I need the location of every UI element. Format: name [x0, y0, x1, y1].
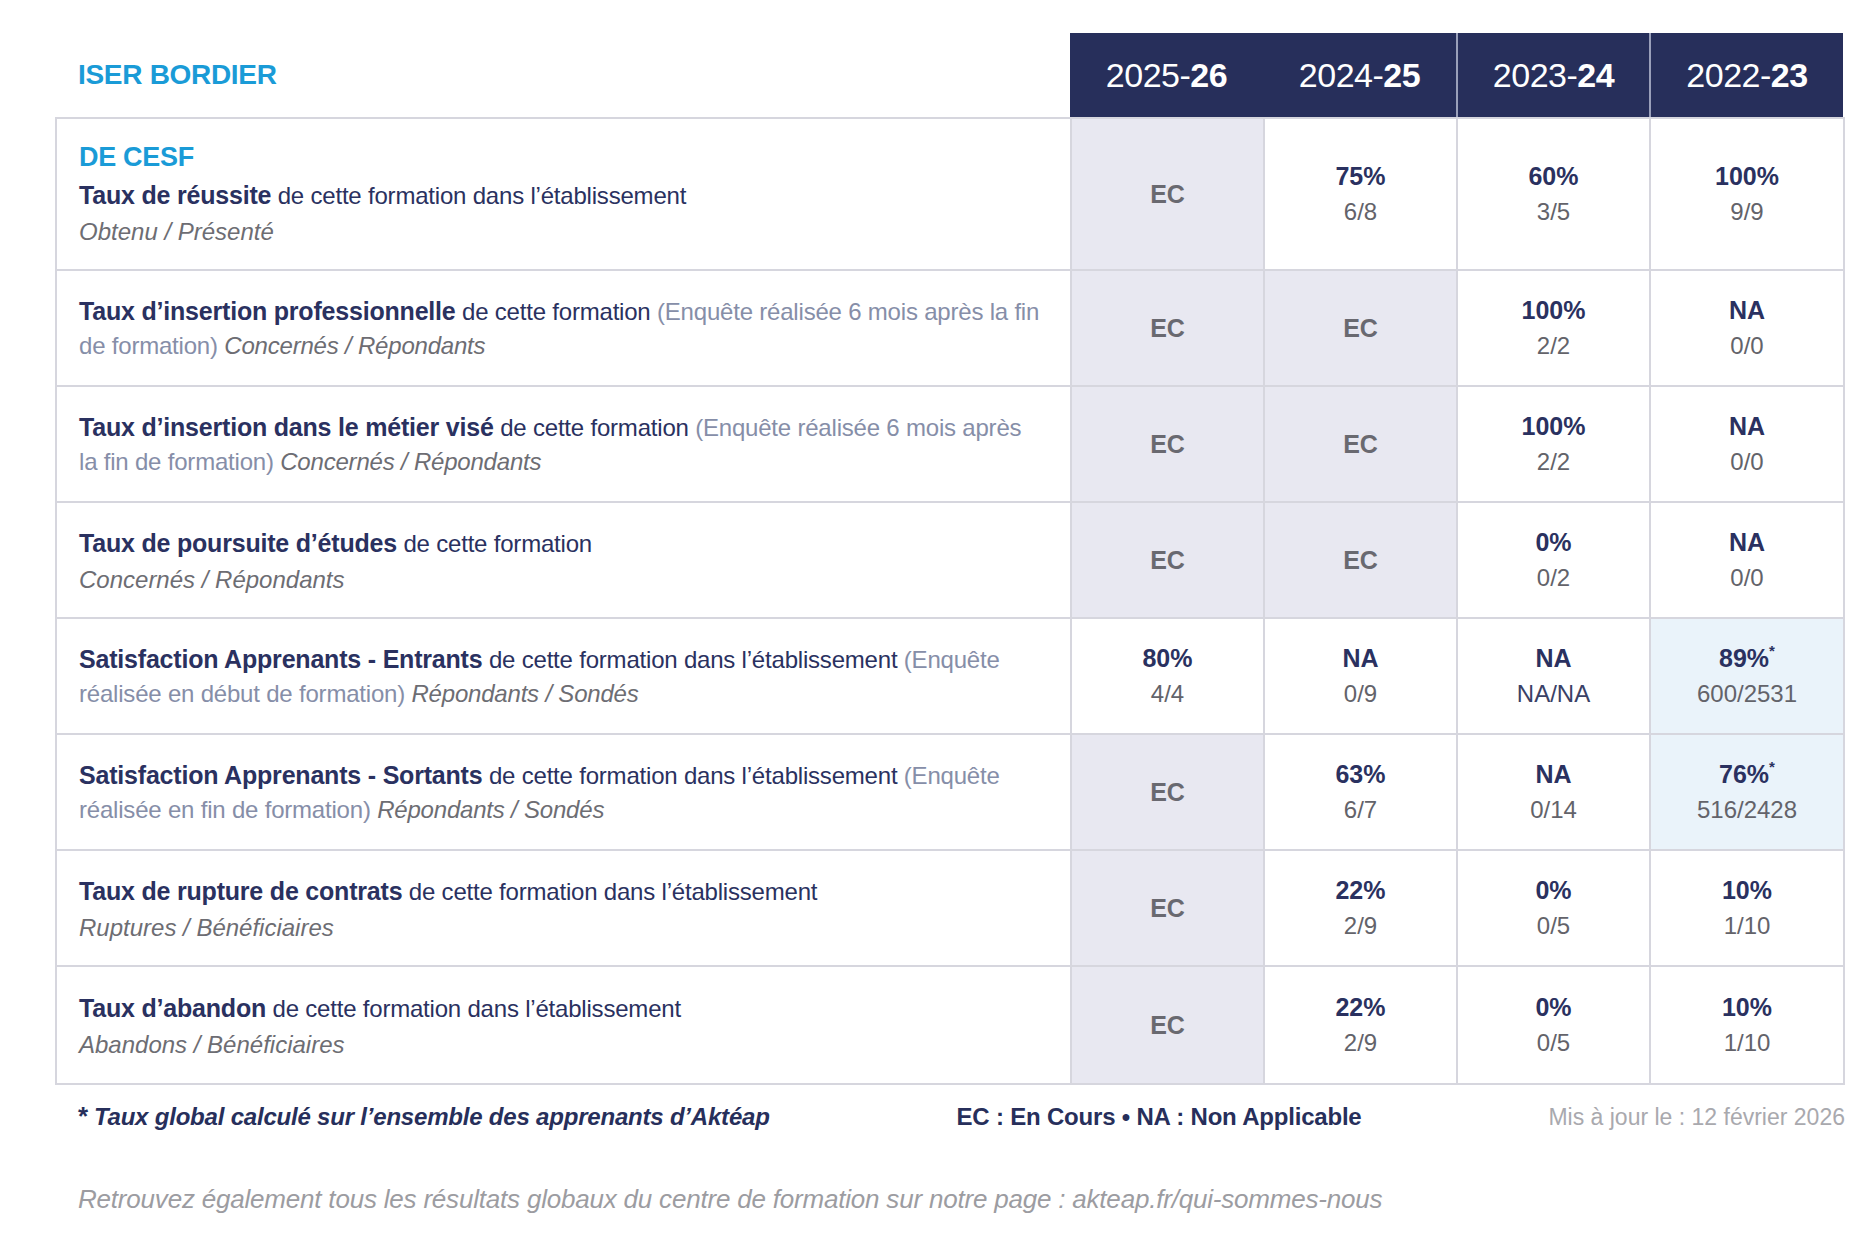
- ratio-caption: Répondants / Sondés: [411, 680, 638, 707]
- value-cell: EC: [1070, 735, 1263, 849]
- value-cell: 63%6/7: [1263, 735, 1456, 849]
- results-page: ISER BORDIER 2025-26 2024-25 2023-24 202…: [0, 0, 1875, 1250]
- table-row-rupture-contrats: Taux de rupture de contrats de cette for…: [57, 851, 1843, 967]
- value-cell: 10%1/10: [1649, 967, 1843, 1083]
- row-label: Taux de rupture de contrats de cette for…: [57, 851, 1070, 965]
- value-cell: EC: [1070, 271, 1263, 385]
- value-cell: 100%2/2: [1456, 387, 1649, 501]
- ratio-caption: Répondants / Sondés: [377, 796, 604, 823]
- value-cell-global-rate: 89%*600/2531: [1649, 619, 1843, 733]
- program-title: DE CESF: [79, 142, 1044, 173]
- value-cell: 75%6/8: [1263, 119, 1456, 269]
- year-header-2025-26: 2025-26: [1070, 33, 1263, 117]
- row-label: Taux d’abandon de cette formation dans l…: [57, 967, 1070, 1083]
- value-cell: 22%2/9: [1263, 967, 1456, 1083]
- asterisk-marker: *: [1769, 758, 1775, 775]
- value-cell: EC: [1070, 387, 1263, 501]
- value-cell: 100%9/9: [1649, 119, 1843, 269]
- row-label: Taux d’insertion professionnelle de cett…: [57, 271, 1070, 385]
- results-table: DE CESF Taux de réussite de cette format…: [55, 117, 1845, 1085]
- value-cell: EC: [1263, 387, 1456, 501]
- school-name-cell: ISER BORDIER: [55, 33, 1070, 117]
- value-cell: NA0/0: [1649, 387, 1843, 501]
- table-row-insertion-metier-vise: Taux d’insertion dans le métier visé de …: [57, 387, 1843, 503]
- value-cell: 10%1/10: [1649, 851, 1843, 965]
- value-cell: NA0/0: [1649, 271, 1843, 385]
- table-row-insertion-professionnelle: Taux d’insertion professionnelle de cett…: [57, 271, 1843, 387]
- table-row-satisfaction-sortants: Satisfaction Apprenants - Sortants de ce…: [57, 735, 1843, 851]
- value-cell: 0%0/5: [1456, 851, 1649, 965]
- table-row-poursuite-etudes: Taux de poursuite d’études de cette form…: [57, 503, 1843, 619]
- table-row-satisfaction-entrants: Satisfaction Apprenants - Entrants de ce…: [57, 619, 1843, 735]
- year-header-2022-23: 2022-23: [1649, 33, 1843, 117]
- ratio-caption: Abandons / Bénéficiaires: [79, 1031, 1044, 1059]
- row-label: Taux de poursuite d’études de cette form…: [57, 503, 1070, 617]
- table-row-taux-de-reussite: DE CESF Taux de réussite de cette format…: [57, 119, 1843, 271]
- ratio-caption: Ruptures / Bénéficiaires: [79, 914, 1044, 942]
- value-cell: EC: [1263, 503, 1456, 617]
- value-cell: 22%2/9: [1263, 851, 1456, 965]
- asterisk-marker: *: [78, 1101, 88, 1131]
- abbreviation-legend: EC : En Cours • NA : Non Applicable: [957, 1103, 1362, 1131]
- value-cell: NA0/0: [1649, 503, 1843, 617]
- ratio-caption: Concernés / Répondants: [224, 332, 485, 359]
- value-cell: 0%0/5: [1456, 967, 1649, 1083]
- row-label: DE CESF Taux de réussite de cette format…: [57, 119, 1070, 269]
- value-cell: 60%3/5: [1456, 119, 1649, 269]
- value-cell: EC: [1070, 851, 1263, 965]
- value-cell: EC: [1070, 503, 1263, 617]
- value-cell: EC: [1070, 119, 1263, 269]
- row-label: Satisfaction Apprenants - Entrants de ce…: [57, 619, 1070, 733]
- table-header: ISER BORDIER 2025-26 2024-25 2023-24 202…: [55, 33, 1845, 117]
- value-cell: 80%4/4: [1070, 619, 1263, 733]
- value-cell: EC: [1070, 967, 1263, 1083]
- footer-legend-row: *Taux global calculé sur l’ensemble des …: [55, 1101, 1845, 1132]
- value-cell: NANA/NA: [1456, 619, 1649, 733]
- value-cell: 100%2/2: [1456, 271, 1649, 385]
- value-cell: EC: [1263, 271, 1456, 385]
- value-cell: 0%0/2: [1456, 503, 1649, 617]
- ratio-caption: Concernés / Répondants: [79, 566, 1044, 594]
- row-label: Satisfaction Apprenants - Sortants de ce…: [57, 735, 1070, 849]
- ratio-caption: Obtenu / Présenté: [79, 218, 1044, 246]
- value-cell: NA0/14: [1456, 735, 1649, 849]
- website-note: Retrouvez également tous les résultats g…: [78, 1184, 1875, 1215]
- row-label: Taux d’insertion dans le métier visé de …: [57, 387, 1070, 501]
- table-row-abandon: Taux d’abandon de cette formation dans l…: [57, 967, 1843, 1083]
- value-cell-global-rate: 76%*516/2428: [1649, 735, 1843, 849]
- global-rate-footnote: *Taux global calculé sur l’ensemble des …: [78, 1101, 770, 1132]
- year-header-2023-24: 2023-24: [1456, 33, 1649, 117]
- year-header-2024-25: 2024-25: [1263, 33, 1456, 117]
- school-name: ISER BORDIER: [78, 59, 277, 91]
- asterisk-marker: *: [1769, 642, 1775, 659]
- last-updated-date: Mis à jour le : 12 février 2026: [1548, 1104, 1845, 1131]
- ratio-caption: Concernés / Répondants: [280, 448, 541, 475]
- value-cell: NA0/9: [1263, 619, 1456, 733]
